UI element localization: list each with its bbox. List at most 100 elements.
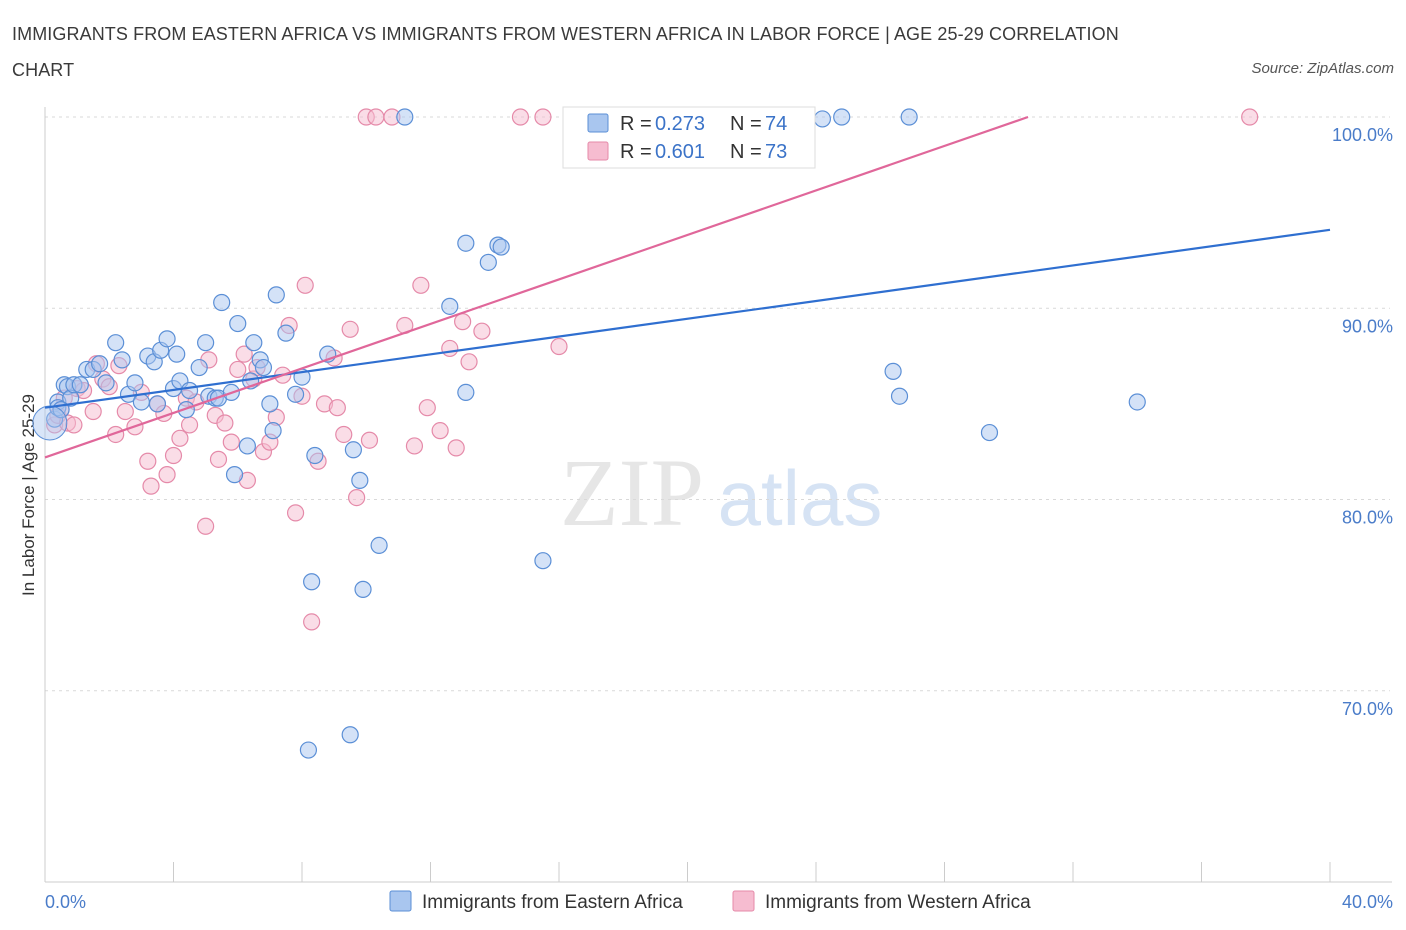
western-africa-point [550, 337, 568, 356]
eastern-africa-point [890, 387, 909, 405]
y-tick-label: 100.0% [1332, 125, 1393, 145]
eastern-africa-point [457, 234, 475, 252]
series-eastern-africa-points [32, 108, 1146, 759]
western-africa-point [412, 276, 430, 294]
western-africa-point [197, 517, 215, 535]
y-tick-label: 80.0% [1342, 508, 1393, 528]
western-africa-point [1241, 108, 1259, 126]
western-africa-point [65, 416, 83, 434]
western-africa-point [116, 402, 134, 421]
western-africa-point [454, 313, 472, 331]
eastern-africa-point [492, 238, 510, 256]
western-africa-point [180, 416, 199, 434]
eastern-africa-point [126, 374, 144, 392]
legend-n-value-eastern: 74 [765, 113, 787, 135]
y-tick-label: 70.0% [1342, 699, 1393, 719]
western-africa-point [328, 399, 346, 417]
eastern-africa-point [91, 355, 109, 373]
eastern-africa-point [1128, 393, 1146, 411]
western-africa-point [511, 108, 530, 126]
western-africa-point [229, 360, 247, 379]
eastern-africa-point [813, 110, 832, 128]
western-africa-point [296, 276, 314, 294]
eastern-africa-point [884, 362, 902, 380]
bottom-legend-label-western[interactable]: Immigrants from Western Africa [765, 892, 1031, 913]
eastern-africa-point [457, 383, 475, 401]
eastern-africa-point [71, 376, 89, 394]
eastern-africa-point [354, 580, 372, 598]
western-africa-point [441, 339, 459, 358]
trend-line-eastern [44, 228, 1331, 409]
legend-r-value-western: 0.601 [655, 141, 705, 163]
watermark-atlas: atlas [718, 454, 883, 542]
eastern-africa-point [264, 422, 282, 440]
western-africa-point [139, 452, 157, 470]
western-africa-point [534, 108, 552, 126]
legend-r-label-eastern: R = [620, 113, 652, 135]
eastern-africa-point [107, 334, 125, 352]
y-tick-label: 90.0% [1342, 316, 1393, 336]
bottom-legend-swatch-eastern[interactable] [389, 890, 412, 912]
eastern-africa-point [351, 471, 369, 489]
x-tick-labels: 0.0% 40.0% [45, 892, 1393, 912]
western-africa-point [84, 402, 102, 421]
western-africa-point [164, 446, 183, 465]
legend-n-label-eastern: N = [730, 113, 762, 135]
eastern-africa-point [238, 437, 256, 455]
western-africa-point [447, 439, 465, 457]
legend-swatch-eastern [587, 113, 609, 133]
eastern-africa-point [833, 108, 851, 126]
western-africa-point [473, 322, 491, 340]
western-africa-point [360, 431, 379, 449]
legend-swatch-western [587, 141, 609, 161]
bottom-legend-swatch-western[interactable] [732, 890, 755, 912]
western-africa-point [431, 422, 449, 440]
eastern-africa-point [303, 573, 321, 591]
eastern-africa-point [306, 446, 324, 465]
western-africa-point [235, 345, 253, 363]
western-africa-point [335, 425, 353, 444]
eastern-africa-point [229, 314, 247, 333]
eastern-africa-point [534, 552, 552, 570]
western-africa-point [405, 437, 424, 455]
x-tick-label: 0.0% [45, 892, 86, 912]
western-africa-point [367, 108, 385, 126]
western-africa-point [460, 353, 478, 371]
bottom-legend-label-eastern[interactable]: Immigrants from Eastern Africa [422, 892, 683, 913]
axes [44, 107, 1392, 883]
legend-r-value-eastern: 0.273 [655, 113, 705, 135]
eastern-africa-point [148, 395, 167, 413]
eastern-africa-point [299, 741, 318, 759]
eastern-africa-point [900, 108, 918, 126]
eastern-africa-point [97, 374, 115, 392]
eastern-africa-point [286, 385, 305, 403]
eastern-africa-point [396, 108, 414, 126]
x-tick-label: 40.0% [1342, 892, 1393, 912]
eastern-africa-point [197, 334, 215, 352]
eastern-africa-point [245, 334, 263, 352]
eastern-africa-point [158, 330, 176, 348]
western-africa-point [209, 450, 228, 468]
series-western-africa-points [46, 108, 1259, 631]
eastern-africa-point [180, 381, 199, 400]
eastern-africa-point [225, 466, 244, 484]
western-africa-point [418, 399, 436, 417]
legend-n-label-western: N = [730, 141, 762, 163]
stats-legend: R = 0.273 N = 74 R = 0.601 N = 73 [562, 106, 816, 169]
legend-r-label-western: R = [620, 141, 652, 163]
eastern-africa-point [441, 297, 459, 315]
chart-title: IMMIGRANTS FROM EASTERN AFRICA VS IMMIGR… [12, 24, 1119, 80]
source-label: Source: ZipAtlas.com [1251, 60, 1394, 77]
western-africa-point [216, 414, 234, 432]
eastern-africa-point [168, 345, 186, 363]
grid-lines [45, 116, 1390, 692]
eastern-africa-point [254, 358, 273, 377]
western-africa-point [286, 504, 305, 522]
western-africa-point [142, 477, 160, 495]
eastern-africa-point [267, 286, 285, 304]
y-tick-labels: 70.0% 80.0% 90.0% 100.0% [1332, 125, 1393, 719]
series-legend: Immigrants from Eastern Africa Immigrant… [389, 890, 1031, 913]
western-africa-point [171, 429, 189, 447]
eastern-africa-point [341, 726, 359, 744]
